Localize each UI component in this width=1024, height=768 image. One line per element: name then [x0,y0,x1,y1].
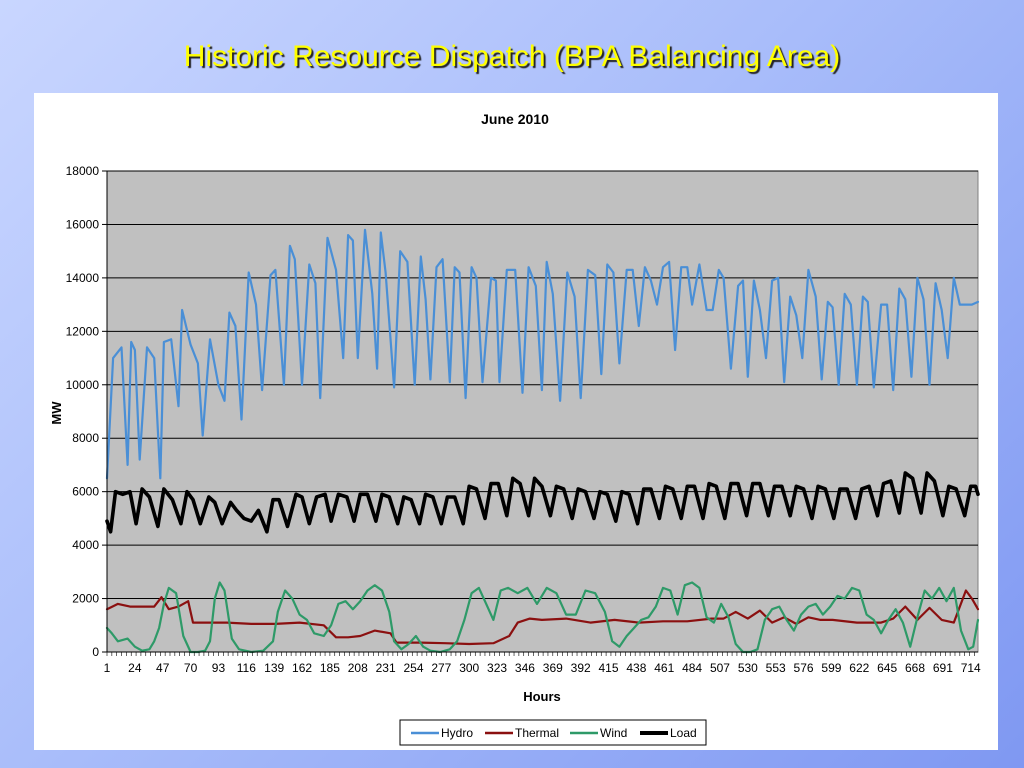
x-tick-label: 139 [264,661,284,675]
legend: Hydro Thermal Wind Load [411,726,697,740]
legend-label-thermal: Thermal [515,726,559,740]
series-line-hydro [105,228,980,480]
y-tick-label: 4000 [72,538,99,552]
y-tick-label: 2000 [72,592,99,606]
series-line-load [105,471,980,534]
chart-panel: June 2010 0 2000 4000 6000 8000 10000 12000 140… [34,93,998,750]
y-tick-label: 14000 [66,271,100,285]
x-tick-label: 208 [348,661,368,675]
x-tick-label: 162 [292,661,312,675]
x-tick-label: 576 [794,661,814,675]
x-tick-label: 24 [128,661,142,675]
x-tick-label: 691 [933,661,953,675]
y-tick-label: 8000 [72,431,99,445]
x-tick-label: 70 [184,661,198,675]
legend-label-hydro: Hydro [441,726,473,740]
chart-title: June 2010 [481,111,549,127]
x-minor-ticks [106,652,975,656]
y-tick-labels: 0 2000 4000 6000 8000 10000 12000 14000 16000 180… [66,164,107,659]
x-axis-label: Hours [523,689,561,704]
x-tick-label: 231 [376,661,396,675]
plot-area [106,170,979,653]
legend-label-wind: Wind [600,726,627,740]
x-tick-label: 300 [459,661,479,675]
series-lines [105,228,980,654]
x-tick-label: 1 [104,661,111,675]
x-tick-label: 438 [626,661,646,675]
x-tick-label: 484 [682,661,702,675]
x-tick-label: 277 [431,661,451,675]
series-line-thermal [105,589,980,646]
y-tick-label: 18000 [66,164,100,178]
x-tick-labels: 1 24 47 70 93 116 139 162 185 208 231 254 277 300 323 3… [104,661,981,675]
legend-label-load: Load [670,726,697,740]
x-tick-label: 507 [710,661,730,675]
x-tick-label: 369 [543,661,563,675]
y-tick-label: 10000 [66,378,100,392]
x-tick-label: 622 [849,661,869,675]
y-tick-label: 6000 [72,485,99,499]
y-tick-label: 12000 [66,324,100,338]
x-tick-label: 392 [571,661,591,675]
x-tick-label: 323 [487,661,507,675]
x-tick-label: 553 [766,661,786,675]
slide-title: Historic Resource Dispatch (BPA Balancin… [183,40,841,73]
x-tick-label: 185 [320,661,340,675]
x-tick-label: 599 [821,661,841,675]
y-axis-label: MW [49,401,64,425]
x-tick-label: 93 [212,661,226,675]
x-tick-label: 645 [877,661,897,675]
y-tick-label: 16000 [66,217,100,231]
series-line-wind [105,581,980,654]
y-tick-label: 0 [92,645,99,659]
x-tick-label: 668 [905,661,925,675]
x-tick-label: 415 [599,661,619,675]
x-tick-label: 116 [237,661,256,675]
line-chart: June 2010 0 2000 4000 6000 8000 10000 12000 140… [49,111,981,746]
x-tick-label: 346 [515,661,535,675]
x-tick-label: 714 [961,661,981,675]
x-tick-label: 530 [738,661,758,675]
x-tick-label: 47 [156,661,170,675]
x-tick-label: 254 [403,661,423,675]
x-tick-label: 461 [654,661,674,675]
